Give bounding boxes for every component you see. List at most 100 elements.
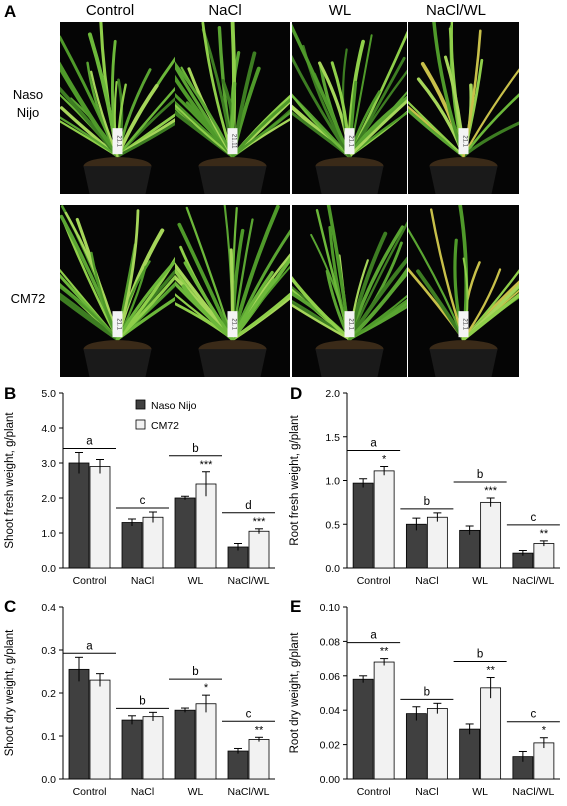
y-tick-label: 0.02 xyxy=(320,740,341,752)
panel-letter-d: D xyxy=(290,384,303,403)
plant-label-text: 21.1 xyxy=(116,318,122,330)
plant-photo: 21.1 xyxy=(292,22,407,194)
bar-cm72 xyxy=(89,466,111,569)
x-tick-label: Control xyxy=(357,786,391,798)
plant-label-tag xyxy=(458,311,469,338)
x-tick-label: NaCl/WL xyxy=(512,575,554,587)
x-tick-label: NaCl/WL xyxy=(512,786,554,798)
plant-photo: 21.1 xyxy=(292,205,407,377)
significance-letter: c xyxy=(531,512,537,524)
x-tick-label: Control xyxy=(73,575,107,587)
pot xyxy=(198,349,267,377)
y-tick-label: 0.0 xyxy=(325,563,340,575)
significance-stars: ** xyxy=(380,646,389,658)
panel-letter-e: E xyxy=(290,597,302,616)
x-tick-label: WL xyxy=(188,575,204,587)
plant-photo: 21.1 xyxy=(60,205,175,377)
legend-swatch xyxy=(135,399,146,410)
y-axis-title: Shoot dry weight, g/plant xyxy=(4,629,16,756)
plant-label-tag xyxy=(227,311,238,338)
y-tick-label: 0.5 xyxy=(325,519,340,531)
significance-stars: * xyxy=(542,725,547,737)
plant-label-text: 21.1 xyxy=(116,135,122,147)
pot xyxy=(315,349,384,377)
y-tick-label: 0.2 xyxy=(41,688,56,700)
significance-stars: *** xyxy=(484,485,498,497)
y-tick-label: 0.0 xyxy=(41,563,56,575)
significance-stars: ** xyxy=(255,724,264,736)
plant-label-tag xyxy=(458,128,469,155)
significance-letter: c xyxy=(140,495,146,507)
bar-cm72 xyxy=(373,661,395,780)
y-tick-label: 0.3 xyxy=(41,645,56,657)
bar-naso-nijo xyxy=(459,529,481,569)
plant-label-text: 21.1 xyxy=(462,135,468,147)
bar-cm72 xyxy=(426,516,448,569)
y-tick-label: 1.5 xyxy=(325,432,340,444)
y-axis-title: Shoot fresh weight, g/plant xyxy=(4,412,16,549)
y-tick-label: 3.0 xyxy=(41,458,56,470)
y-tick-label: 0.1 xyxy=(41,731,56,743)
bar-naso-nijo xyxy=(121,522,143,569)
y-tick-label: 1.0 xyxy=(325,476,340,488)
plant-label-tag xyxy=(344,311,355,338)
bar-cm72 xyxy=(248,530,270,569)
significance-letter: b xyxy=(139,695,145,707)
bar-naso-nijo xyxy=(352,678,374,780)
x-tick-label: NaCl xyxy=(131,575,154,587)
plant-photo: 21.1 xyxy=(175,205,290,377)
column-label-nacl-wl: NaCl/WL xyxy=(425,2,486,19)
plant-photo: 21.11 xyxy=(175,22,290,194)
chart-root-dry-weight: Root dry weight, g/plant 0.00 0.02 0.04 0.06… xyxy=(289,602,560,798)
pot xyxy=(315,166,384,194)
significance-letter: b xyxy=(477,469,483,481)
bar-cm72 xyxy=(89,679,111,780)
plant-label-tag xyxy=(112,128,123,155)
significance-letter: b xyxy=(192,443,198,455)
plant-photo: 21.1 xyxy=(60,22,175,194)
bar-naso-nijo xyxy=(174,709,196,780)
row-label-line-1: Naso xyxy=(12,87,44,102)
y-tick-label: 0.04 xyxy=(320,705,341,717)
legend-swatch xyxy=(135,419,146,430)
bar-cm72 xyxy=(195,483,217,569)
y-tick-label: 4.0 xyxy=(41,423,56,435)
pot xyxy=(429,166,498,194)
significance-letter: b xyxy=(192,666,198,678)
y-axis-title: Root dry weight, g/plant xyxy=(289,632,301,754)
column-label-nacl: NaCl xyxy=(208,2,242,19)
y-tick-label: 0.10 xyxy=(320,602,341,614)
bar-cm72 xyxy=(533,742,555,780)
row-label-line-2: Nijo xyxy=(16,105,40,120)
plant-label-tag xyxy=(227,128,238,155)
pot xyxy=(83,349,152,377)
bar-cm72 xyxy=(426,708,448,780)
bar-cm72 xyxy=(480,687,502,780)
significance-stars: *** xyxy=(253,516,267,528)
plant-label-text: 21.1 xyxy=(462,318,468,330)
bar-cm72 xyxy=(373,470,395,569)
bar-naso-nijo xyxy=(68,668,90,780)
significance-letter: b xyxy=(477,649,483,661)
x-tick-label: NaCl xyxy=(415,575,438,587)
y-tick-label: 0.4 xyxy=(41,602,56,614)
bar-cm72 xyxy=(480,501,502,569)
x-tick-label: WL xyxy=(188,786,204,798)
x-tick-label: NaCl/WL xyxy=(227,786,269,798)
plant-label-text: 21.1 xyxy=(348,135,354,147)
bar-naso-nijo xyxy=(174,497,196,569)
y-tick-label: 0.06 xyxy=(320,671,341,683)
plant-photo: 21.1 xyxy=(408,22,519,194)
x-tick-label: Control xyxy=(73,786,107,798)
plant-photo: 21.1 xyxy=(408,205,519,377)
bar-naso-nijo xyxy=(352,482,374,569)
bar-cm72 xyxy=(248,739,270,780)
row-label-naso-nijo: Naso Nijo xyxy=(2,86,54,122)
y-tick-label: 5.0 xyxy=(41,388,56,400)
bar-cm72 xyxy=(142,716,164,780)
significance-letter: a xyxy=(370,438,377,450)
plant-label-text: 21.11 xyxy=(231,134,237,149)
x-tick-label: WL xyxy=(472,786,488,798)
plant-label-tag xyxy=(344,128,355,155)
bar-cm72 xyxy=(533,543,555,569)
